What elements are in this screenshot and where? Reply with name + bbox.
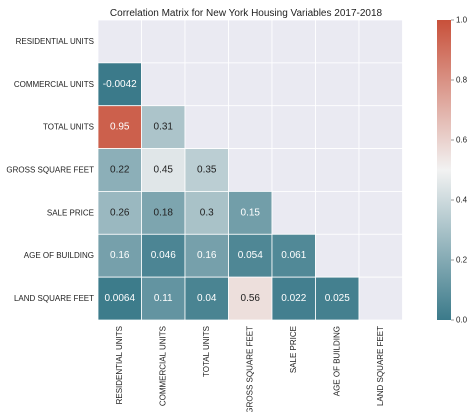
chart-title: Correlation Matrix for New York Housing … bbox=[110, 8, 383, 19]
masked-cell bbox=[315, 233, 360, 278]
cell-value-label: 0.022 bbox=[281, 293, 306, 304]
masked-cell bbox=[358, 191, 403, 235]
cell-value-label: 0.15 bbox=[241, 207, 261, 218]
heatmap-cell bbox=[184, 276, 229, 321]
cell-value-label: 0.22 bbox=[110, 165, 130, 176]
masked-cell bbox=[228, 105, 273, 149]
colorbar-tick-label: 0.8 bbox=[456, 76, 468, 85]
cell-value-label: 0.16 bbox=[110, 250, 130, 261]
masked-cell bbox=[315, 191, 360, 235]
row-label: LAND SQUARE FEET bbox=[14, 294, 94, 303]
heatmap-cell bbox=[141, 233, 186, 278]
cell-value-label: 0.16 bbox=[197, 250, 217, 261]
masked-cell bbox=[315, 62, 360, 107]
cell-value-label: 0.11 bbox=[154, 293, 173, 304]
heatmap-cell bbox=[97, 62, 142, 107]
masked-cell bbox=[271, 105, 316, 149]
row-label: RESIDENTIAL UNITS bbox=[16, 37, 94, 46]
cell-value-label: 0.0064 bbox=[104, 293, 135, 304]
cell-value-label: 0.3 bbox=[200, 207, 214, 218]
masked-cell bbox=[184, 19, 229, 64]
cell-value-label: 0.04 bbox=[197, 293, 217, 304]
row-labels: RESIDENTIAL UNITS COMMERCIAL UNITS TOTAL U… bbox=[6, 37, 94, 303]
masked-cell bbox=[141, 62, 186, 107]
heatmap-cell bbox=[141, 276, 186, 321]
masked-cell bbox=[358, 19, 403, 64]
masked-cell bbox=[271, 191, 316, 235]
cell-value-label: 0.046 bbox=[151, 250, 176, 261]
column-label: TOTAL UNITS bbox=[202, 326, 211, 377]
heatmap-cell bbox=[271, 276, 316, 321]
masked-cell bbox=[271, 19, 316, 64]
heatmap-cell bbox=[228, 191, 273, 235]
masked-cell bbox=[315, 105, 360, 149]
row-label: GROSS SQUARE FEET bbox=[6, 166, 94, 175]
cell-value-label: 0.054 bbox=[238, 250, 263, 261]
masked-cell bbox=[358, 62, 403, 107]
cell-value-label: 0.95 bbox=[110, 122, 130, 133]
column-label: RESIDENTIAL UNITS bbox=[115, 326, 124, 404]
cell-value-label: 0.18 bbox=[154, 207, 174, 218]
cell-value-label: 0.31 bbox=[154, 122, 174, 133]
masked-cell bbox=[141, 19, 186, 64]
heatmap-grid: -0.0042 0.95 0.31 0.22 0.45 0.35 0.26 0.18 0.3 0.… bbox=[97, 19, 403, 321]
masked-cell bbox=[358, 105, 403, 149]
masked-cell bbox=[271, 62, 316, 107]
masked-cell bbox=[358, 233, 403, 278]
row-label: COMMERCIAL UNITS bbox=[14, 80, 94, 89]
row-label: TOTAL UNITS bbox=[43, 123, 94, 132]
colorbar-tick-label: 1.0 bbox=[456, 16, 468, 25]
masked-cell bbox=[315, 19, 360, 64]
cell-value-label: 0.26 bbox=[110, 207, 130, 218]
masked-cell bbox=[315, 148, 360, 192]
cell-value-label: 0.45 bbox=[154, 165, 174, 176]
heatmap-cell bbox=[141, 191, 186, 235]
colorbar-tick-label: 0.0 bbox=[456, 316, 468, 325]
heatmap-cell bbox=[228, 276, 273, 321]
masked-cell bbox=[358, 276, 403, 321]
masked-cell bbox=[271, 148, 316, 192]
cell-value-label: 0.35 bbox=[197, 165, 217, 176]
heatmap-cell bbox=[315, 276, 360, 321]
column-label: AGE OF BUILDING bbox=[333, 326, 342, 396]
row-label: AGE OF BUILDING bbox=[24, 251, 94, 260]
cell-value-label: 0.56 bbox=[241, 293, 261, 304]
heatmap-cell bbox=[97, 276, 142, 321]
column-label: COMMERCIAL UNITS bbox=[159, 326, 168, 406]
colorbar-ticks: 0.0 0.2 0.4 0.6 0.8 1.0 bbox=[451, 16, 468, 325]
colorbar-tick-label: 0.4 bbox=[456, 196, 468, 205]
masked-cell bbox=[184, 62, 229, 107]
colorbar-tick-label: 0.2 bbox=[456, 256, 468, 265]
heatmap-cell bbox=[97, 105, 142, 149]
row-label: SALE PRICE bbox=[47, 208, 94, 217]
column-labels: RESIDENTIAL UNITS COMMERCIAL UNITS TOTAL U… bbox=[115, 326, 385, 412]
cell-value-label: 0.025 bbox=[325, 293, 350, 304]
column-label: SALE PRICE bbox=[289, 326, 298, 373]
column-label: LAND SQUARE FEET bbox=[376, 326, 385, 406]
masked-cell bbox=[184, 105, 229, 149]
masked-cell bbox=[358, 148, 403, 192]
cell-value-label: -0.0042 bbox=[103, 79, 137, 90]
masked-cell bbox=[228, 62, 273, 107]
colorbar bbox=[437, 20, 451, 320]
heatmap-cell bbox=[184, 148, 229, 192]
column-label: GROSS SQUARE FEET bbox=[246, 326, 255, 412]
masked-cell bbox=[228, 148, 273, 192]
colorbar-tick-label: 0.6 bbox=[456, 136, 468, 145]
masked-cell bbox=[228, 19, 273, 64]
masked-cell bbox=[97, 19, 142, 64]
heatmap-cell bbox=[228, 233, 273, 278]
cell-value-label: 0.061 bbox=[281, 250, 306, 261]
heatmap-cell bbox=[141, 105, 186, 149]
